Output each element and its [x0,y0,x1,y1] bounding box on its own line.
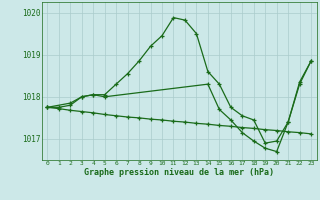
X-axis label: Graphe pression niveau de la mer (hPa): Graphe pression niveau de la mer (hPa) [84,168,274,177]
